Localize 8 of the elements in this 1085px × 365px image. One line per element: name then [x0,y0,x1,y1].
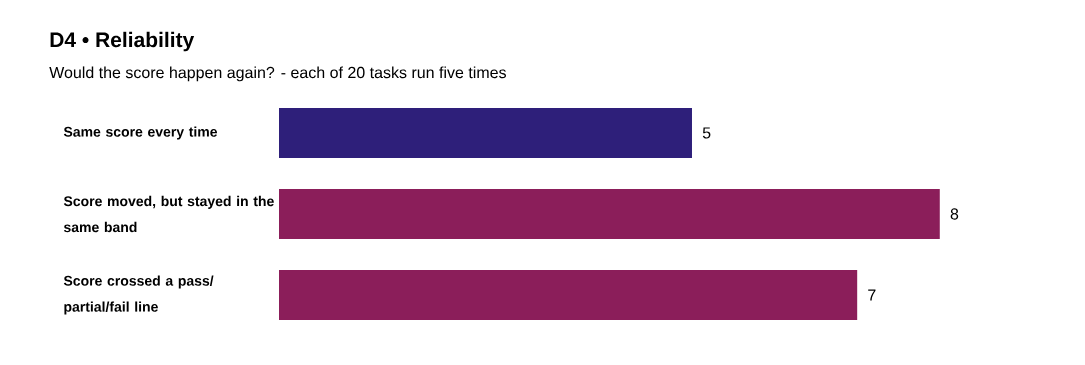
y-tick-label: Score crossed a pass/ partial/fail line [63,275,214,315]
chart-title: D4 • Reliability [50,31,195,52]
y-tick-label: Score moved, but stayed in the same band [63,195,274,233]
y-tick-label: Same score every time [63,126,218,140]
data-label: 7 [868,289,876,301]
chart-subtitle: Would the score happen again? - each of 20 tasks run five times [49,66,506,82]
data-label: 8 [950,208,959,220]
data-label: 5 [702,127,711,139]
